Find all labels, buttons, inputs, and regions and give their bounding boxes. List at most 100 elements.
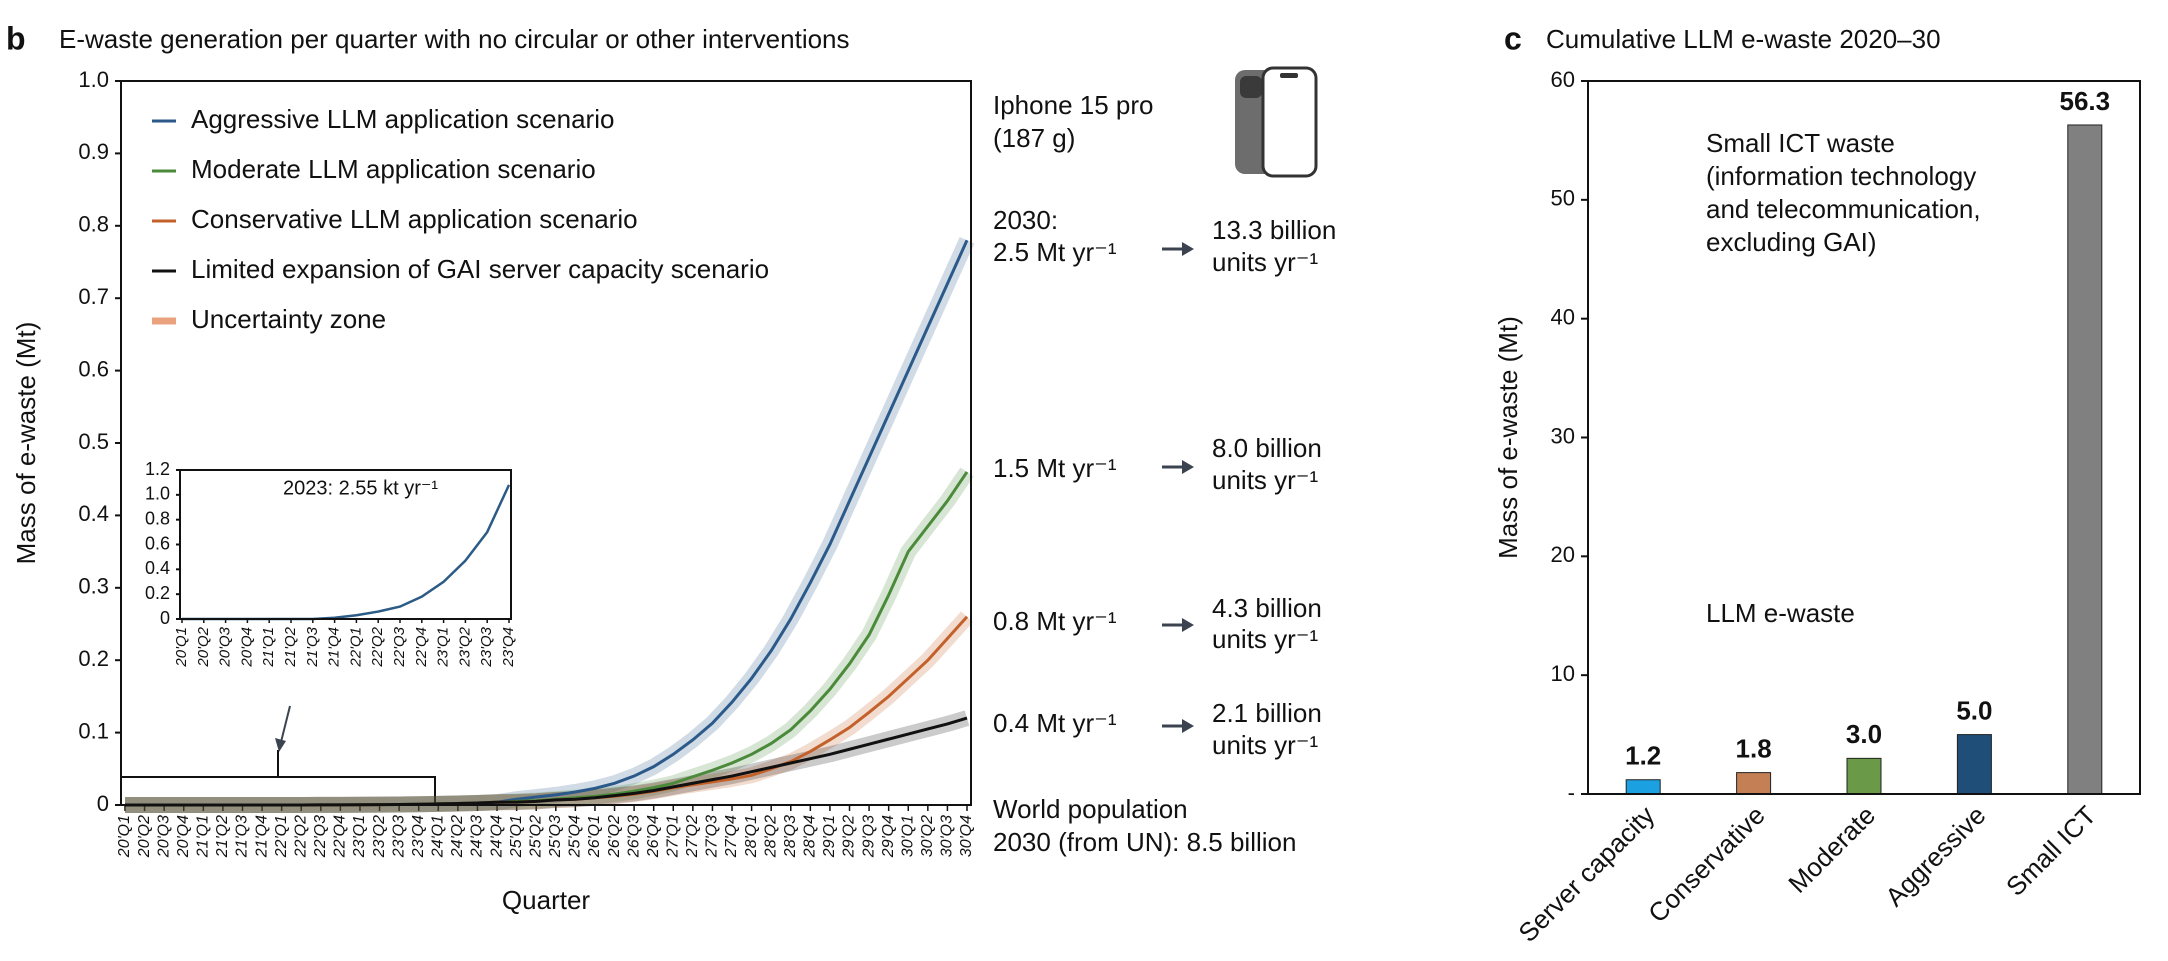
chart-title: E-waste generation per quarter with no c… — [59, 24, 850, 54]
x-tick-label: 21'Q3 — [234, 815, 251, 858]
legend-label: Conservative LLM application scenario — [191, 204, 638, 234]
y-tick-label: 1.2 — [145, 459, 170, 479]
x-tick-label: 20'Q3 — [217, 626, 234, 667]
y-tick-label: 0.5 — [78, 429, 109, 454]
value-label: 1.2 — [1625, 741, 1661, 771]
y-tick-label: 0.7 — [78, 284, 109, 309]
y-tick-label: 1.0 — [145, 484, 170, 504]
legend-label: Aggressive LLM application scenario — [191, 104, 614, 134]
x-tick-label: Server capacity — [1512, 800, 1660, 948]
plot-frame — [120, 80, 972, 806]
x-tick-label: 24'Q4 — [488, 815, 505, 858]
x-tick-label: 25'Q3 — [547, 815, 564, 858]
x-tick-label: 29'Q1 — [821, 815, 838, 858]
x-tick-label: 27'Q2 — [684, 815, 701, 858]
arrowhead — [1182, 242, 1194, 256]
bar — [1625, 779, 1661, 795]
annotation: 0.8 Mt yr⁻¹ — [993, 606, 1117, 636]
phone-camera — [1240, 76, 1262, 98]
x-tick-label: 23'Q1 — [351, 815, 368, 858]
x-tick-label: 29'Q3 — [860, 815, 877, 858]
annotation: excluding GAI) — [1706, 227, 1877, 257]
annotation: 0.4 Mt yr⁻¹ — [993, 708, 1117, 738]
x-axis-label: Quarter — [502, 885, 590, 915]
annotation: 2.5 Mt yr⁻¹ — [993, 237, 1117, 267]
y-axis-label: Mass of e-waste (Mt) — [11, 322, 41, 565]
y-tick-label: 0 — [160, 608, 170, 628]
annotation: Iphone 15 pro — [993, 90, 1153, 120]
x-tick-label: 22'Q4 — [413, 627, 430, 668]
x-tick-label: 25'Q2 — [527, 815, 544, 858]
y-tick-label: 0.3 — [78, 574, 109, 599]
plot-frame — [1587, 80, 2141, 795]
y-tick-label: - — [1568, 780, 1575, 805]
arrows — [1162, 242, 1194, 733]
annotation: units yr⁻¹ — [1212, 624, 1319, 654]
value-label: 1.8 — [1736, 733, 1772, 763]
x-tick-label: 20'Q1 — [173, 627, 190, 668]
x-tick-label: 23'Q3 — [390, 815, 407, 858]
x-tick-label: 28'Q4 — [802, 815, 819, 858]
y-tick-label: 60 — [1551, 67, 1575, 92]
y-tick-label: 1.0 — [78, 67, 109, 92]
x-tick-label: 27'Q1 — [664, 815, 681, 858]
inset-background — [180, 470, 511, 619]
y-tick-label: 0.2 — [145, 583, 170, 603]
x-tick-label: 22'Q3 — [312, 815, 329, 858]
x-tick-label: 21'Q4 — [326, 627, 343, 668]
x-tick-label: 28'Q1 — [743, 815, 760, 858]
annotation: units yr⁻¹ — [1212, 730, 1319, 760]
x-tick-label: 27'Q3 — [704, 815, 721, 858]
arrowhead — [1182, 618, 1194, 632]
bar — [2067, 124, 2103, 795]
y-tick-label: 0.8 — [145, 508, 170, 528]
bar — [1846, 757, 1882, 795]
x-tick-label: 20'Q2 — [136, 815, 153, 858]
annotation: 13.3 billion — [1212, 215, 1336, 245]
x-tick-label: 25'Q1 — [508, 815, 525, 858]
arrowhead — [1182, 460, 1194, 474]
x-tick-label: 29'Q4 — [880, 815, 897, 858]
y-tick-label: 0 — [97, 791, 109, 816]
annotation: (187 g) — [993, 123, 1075, 153]
x-tick-label: 28'Q2 — [762, 815, 779, 858]
bar — [1956, 734, 1992, 795]
y-tick-label: 0.4 — [145, 558, 170, 578]
annotation: (information technology — [1706, 161, 1976, 191]
annotation: Small ICT waste — [1706, 128, 1895, 158]
plot-frame — [179, 469, 512, 620]
phone-icon — [1235, 66, 1318, 178]
arrowhead — [1182, 719, 1194, 733]
x-tick-label: 21'Q1 — [260, 627, 277, 668]
x-tick-label: 26'Q2 — [606, 815, 623, 858]
annotation: units yr⁻¹ — [1212, 247, 1319, 277]
value-label: 56.3 — [2059, 86, 2110, 116]
y-tick-label: 20 — [1551, 542, 1575, 567]
y-tick-label: 0.1 — [78, 718, 109, 743]
y-tick-label: 10 — [1551, 661, 1575, 686]
x-tick-label: Conservative — [1642, 800, 1771, 929]
value-label: 5.0 — [1956, 695, 1992, 725]
x-tick-label: 30'Q2 — [919, 815, 936, 857]
x-tick-label: 27'Q4 — [723, 815, 740, 858]
y-tick-label: 50 — [1551, 186, 1575, 211]
x-tick-label: Small ICT — [2000, 800, 2102, 902]
x-tick-label: 23'Q4 — [500, 627, 517, 668]
panel-letter: c — [1504, 20, 1522, 56]
x-tick-label: 22'Q3 — [391, 626, 408, 667]
annotation: and telecommunication, — [1706, 194, 1981, 224]
zoom-arrowhead — [275, 738, 286, 752]
bar — [1736, 772, 1772, 795]
x-tick-label: 20'Q1 — [116, 815, 133, 858]
x-tick-label: 23'Q2 — [456, 626, 473, 667]
annotation: LLM e-waste — [1706, 598, 1855, 628]
x-tick-label: 20'Q2 — [195, 626, 212, 667]
x-tick-label: 25'Q4 — [567, 815, 584, 858]
x-tick-label: 22'Q1 — [347, 627, 364, 668]
annotation: 2.1 billion — [1212, 698, 1322, 728]
annotation: 8.0 billion — [1212, 433, 1322, 463]
y-axis-label: Mass of e-waste (Mt) — [1493, 316, 1523, 559]
y-tick-label: 0.8 — [78, 212, 109, 237]
